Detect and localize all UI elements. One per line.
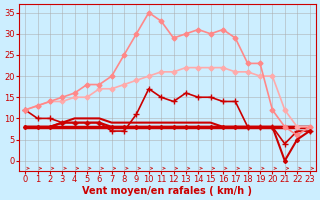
X-axis label: Vent moyen/en rafales ( km/h ): Vent moyen/en rafales ( km/h ) [82, 186, 252, 196]
